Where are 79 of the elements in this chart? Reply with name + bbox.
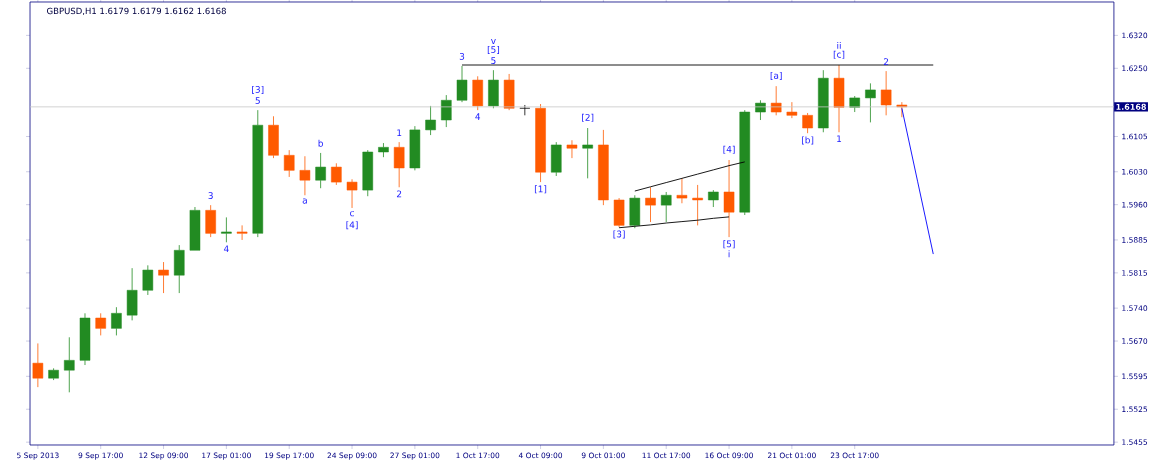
candlestick xyxy=(598,129,609,206)
candlestick xyxy=(739,109,751,216)
annotation: [3] xyxy=(613,230,625,239)
annotation: 5 xyxy=(491,57,496,64)
candlestick xyxy=(393,141,405,188)
candlestick xyxy=(503,73,515,111)
candlestick xyxy=(786,101,798,119)
annotation: 4 xyxy=(223,245,229,253)
annotation: v xyxy=(491,39,496,44)
candlestick xyxy=(95,312,106,336)
annotation: 3 xyxy=(459,52,465,60)
annotation: 5 xyxy=(255,97,260,104)
candlestick xyxy=(315,152,326,189)
candlestick xyxy=(441,94,452,128)
candlestick xyxy=(331,162,342,186)
annotation: 1 xyxy=(837,135,842,143)
candlestick xyxy=(362,149,374,197)
candlestick xyxy=(833,64,845,133)
candlestick xyxy=(173,244,185,294)
annotation: 1 xyxy=(397,129,402,136)
candlestick xyxy=(346,178,358,209)
candlestick xyxy=(676,177,688,204)
candlestick xyxy=(283,149,295,178)
annotation: [c] xyxy=(833,50,845,59)
annotation: [5] xyxy=(487,45,500,54)
candlestick xyxy=(378,142,389,158)
candlestick xyxy=(64,336,75,393)
candlestick xyxy=(236,224,248,241)
candlestick xyxy=(880,70,892,116)
annotation: ii xyxy=(837,41,841,49)
candlestick xyxy=(205,204,216,238)
candlestick xyxy=(849,95,860,113)
candlestick xyxy=(142,264,154,296)
annotation: [5] xyxy=(723,240,735,249)
candlestick xyxy=(550,141,562,177)
candlestick xyxy=(613,197,625,228)
candlestick xyxy=(802,112,813,134)
candlestick xyxy=(425,105,436,136)
candlestick xyxy=(582,127,593,179)
candlestick xyxy=(409,125,421,171)
annotation: [2] xyxy=(582,113,594,122)
annotation: 4 xyxy=(475,113,481,120)
candlestick xyxy=(645,186,656,223)
line-series xyxy=(618,216,730,229)
annotation: 3 xyxy=(208,192,213,199)
candlestick xyxy=(692,184,703,226)
annotation: [1] xyxy=(534,185,547,194)
annotation: [4] xyxy=(346,221,358,230)
candlestick xyxy=(221,216,232,243)
annotation: i xyxy=(728,250,730,258)
annotation: 2 xyxy=(396,190,402,198)
candlestick xyxy=(268,115,279,159)
annotation: b xyxy=(318,139,323,147)
annotation: [a] xyxy=(770,71,782,80)
annotation: [b] xyxy=(801,136,814,145)
candlestick xyxy=(252,109,264,238)
candlestick xyxy=(723,159,735,238)
ref-line-label: 1.6168 xyxy=(1116,103,1146,110)
candlestick xyxy=(456,65,468,103)
annotation: c xyxy=(350,211,354,217)
candlestick xyxy=(48,367,59,381)
candlestick xyxy=(126,267,138,321)
candlestick xyxy=(79,312,91,366)
candlestick xyxy=(566,139,578,159)
text: GBPUSD,H1 1.6179 1.6179 1.6162 1.6168 xyxy=(47,7,226,16)
annotation: 2 xyxy=(883,58,889,65)
candlestick xyxy=(708,189,719,208)
candlestick xyxy=(32,343,44,388)
candlestick xyxy=(299,155,311,196)
candlestick xyxy=(111,306,122,336)
candlestick xyxy=(865,82,876,123)
candlestick xyxy=(158,261,169,294)
candlestick xyxy=(818,69,829,133)
candlestick xyxy=(629,194,641,229)
annotation: [4] xyxy=(723,145,735,154)
annotation: [3] xyxy=(252,85,264,94)
candlestick xyxy=(660,191,672,223)
annotation: a xyxy=(302,198,307,204)
line-series xyxy=(634,161,746,192)
